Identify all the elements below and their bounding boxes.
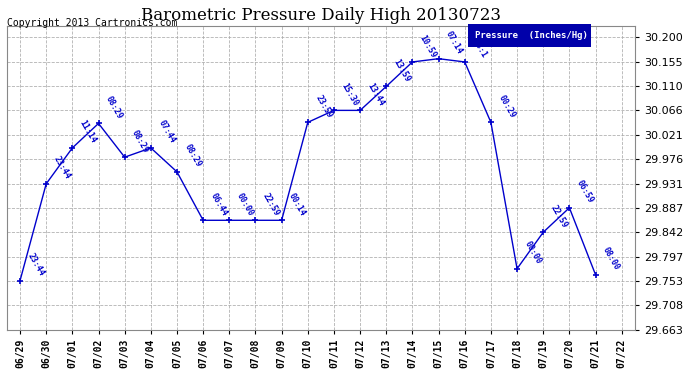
Text: 00:00: 00:00 (522, 240, 543, 266)
Text: 15:30: 15:30 (339, 81, 359, 108)
Text: 07:44: 07:44 (157, 119, 177, 145)
Text: 22:59: 22:59 (261, 191, 282, 217)
Text: 00:29: 00:29 (496, 93, 517, 120)
Text: 08:29: 08:29 (130, 128, 150, 154)
Text: Copyright 2013 Cartronics.com: Copyright 2013 Cartronics.com (7, 18, 177, 28)
Text: 00:00: 00:00 (235, 191, 255, 217)
Text: 11:14: 11:14 (78, 119, 98, 145)
Text: 22:59: 22:59 (549, 203, 569, 229)
Text: 06:59: 06:59 (575, 179, 595, 205)
Text: 00:14: 00:14 (287, 191, 308, 217)
Text: 08:1: 08:1 (471, 38, 488, 59)
Text: 23:59: 23:59 (313, 93, 334, 120)
Text: 08:00: 08:00 (601, 246, 622, 272)
Text: 10:59: 10:59 (418, 33, 438, 59)
Text: 08:29: 08:29 (104, 94, 124, 121)
Text: 13:59: 13:59 (392, 57, 412, 84)
Text: 23:44: 23:44 (52, 155, 72, 181)
Text: 07:14: 07:14 (444, 30, 464, 56)
Text: 08:29: 08:29 (183, 143, 203, 169)
Text: 13:44: 13:44 (366, 81, 386, 108)
Title: Barometric Pressure Daily High 20130723: Barometric Pressure Daily High 20130723 (141, 7, 501, 24)
Text: 06:44: 06:44 (208, 191, 229, 217)
Text: 23:44: 23:44 (26, 252, 46, 278)
